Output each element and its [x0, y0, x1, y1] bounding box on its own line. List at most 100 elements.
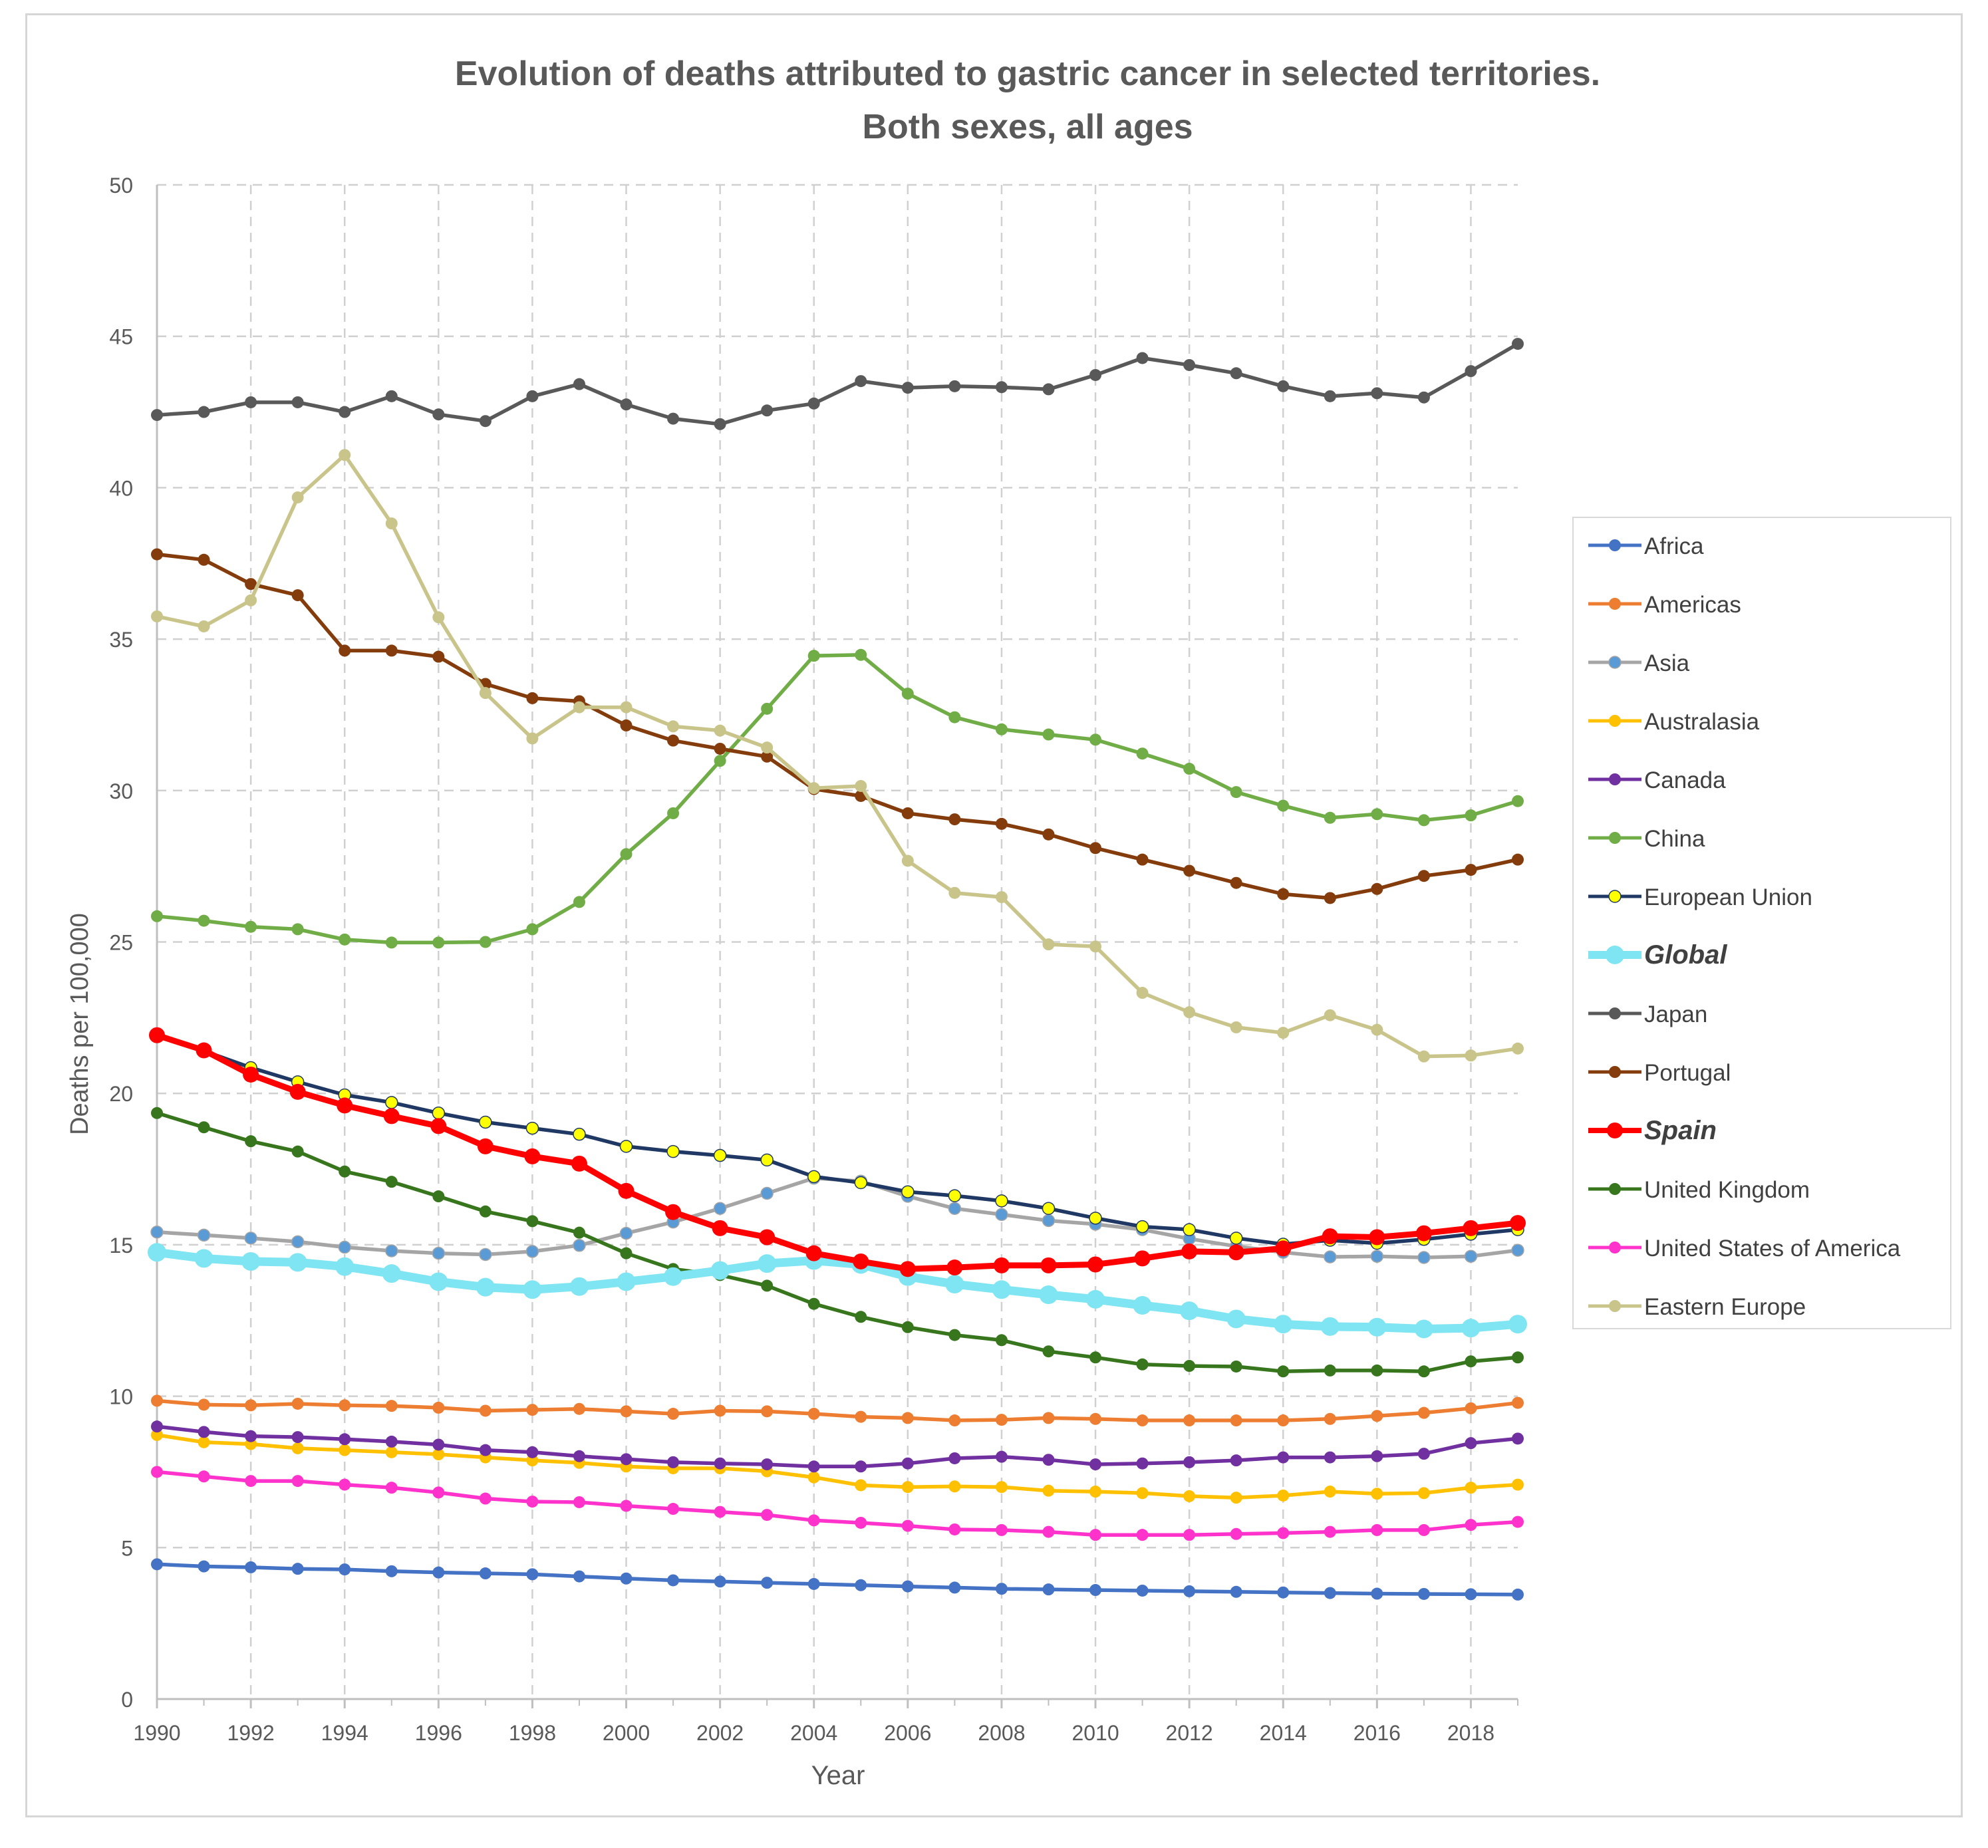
data-point-eastern-europe [1277, 1027, 1290, 1039]
data-point-canada [339, 1433, 351, 1446]
data-point-global [1320, 1317, 1340, 1336]
data-point-americas [620, 1405, 633, 1418]
data-point-united-states-of-america [385, 1482, 398, 1494]
data-point-portugal [667, 734, 680, 747]
data-point-china [526, 923, 539, 936]
data-point-united-kingdom [1183, 1360, 1196, 1373]
legend-item-china: China [1588, 826, 1705, 852]
data-point-portugal [1089, 842, 1102, 855]
data-point-european-union [619, 1140, 633, 1153]
data-point-portugal [245, 578, 257, 591]
data-point-canada [573, 1450, 585, 1462]
data-point-japan [620, 398, 633, 411]
legend-label: Global [1644, 940, 1727, 970]
data-point-australasia [1183, 1490, 1196, 1502]
data-point-spain [524, 1148, 541, 1164]
data-point-japan [151, 409, 163, 422]
y-tick-label: 20 [109, 1082, 133, 1106]
data-point-eastern-europe [1417, 1050, 1430, 1063]
data-point-global [288, 1253, 307, 1272]
data-point-americas [1417, 1406, 1430, 1419]
data-point-americas [714, 1404, 726, 1417]
legend-swatch-marker [1609, 773, 1621, 785]
data-point-eastern-europe [479, 687, 492, 700]
data-point-united-kingdom [1512, 1351, 1524, 1364]
legend-label: Spain [1644, 1116, 1717, 1145]
data-point-africa [667, 1574, 680, 1587]
data-point-japan [1277, 380, 1290, 392]
y-tick-label: 40 [109, 476, 133, 500]
legend-swatch-marker [1609, 715, 1621, 727]
legend-box [1572, 517, 1951, 1329]
y-tick-label: 5 [121, 1536, 133, 1560]
data-point-china [1230, 786, 1242, 799]
data-point-united-states-of-america [1136, 1529, 1149, 1541]
data-point-eastern-europe [151, 610, 163, 622]
data-point-eastern-europe [339, 449, 351, 462]
data-point-united-kingdom [855, 1311, 867, 1323]
data-point-australasia [901, 1481, 914, 1494]
y-axis-label: Deaths per 100,000 [66, 913, 94, 1135]
data-point-united-states-of-america [151, 1466, 163, 1478]
data-point-africa [714, 1575, 726, 1588]
data-point-spain [759, 1229, 776, 1246]
data-point-africa [1465, 1588, 1477, 1601]
data-point-spain [1181, 1243, 1198, 1259]
series-line-united-states-of-america [155, 1470, 1520, 1537]
data-point-portugal [1465, 864, 1477, 876]
series-china [151, 648, 1524, 949]
series-africa [151, 1558, 1524, 1601]
y-tick-label: 35 [109, 628, 133, 652]
data-point-united-kingdom [245, 1135, 257, 1148]
legend-label: Americas [1644, 592, 1741, 618]
data-point-australasia [198, 1436, 210, 1448]
data-point-africa [1371, 1587, 1383, 1600]
data-point-united-states-of-america [714, 1506, 726, 1518]
y-tick-label: 25 [109, 931, 133, 955]
data-point-australasia [1465, 1482, 1477, 1494]
data-point-japan [339, 406, 351, 418]
data-point-united-kingdom [1465, 1355, 1477, 1368]
data-point-canada [385, 1435, 398, 1448]
data-point-canada [1230, 1454, 1242, 1467]
data-point-united-kingdom [1136, 1358, 1149, 1371]
data-point-portugal [620, 719, 633, 731]
series-line-european-union [155, 1032, 1520, 1246]
data-point-americas [1512, 1396, 1524, 1409]
data-point-spain [1134, 1250, 1151, 1267]
data-point-portugal [1277, 888, 1290, 900]
data-point-japan [761, 404, 774, 417]
data-point-portugal [339, 644, 351, 657]
legend-label: China [1644, 826, 1705, 852]
data-point-africa [1417, 1587, 1430, 1600]
x-tick-label: 1990 [133, 1721, 180, 1745]
data-point-americas [198, 1398, 210, 1411]
data-point-united-states-of-america [1042, 1525, 1055, 1538]
data-point-united-states-of-america [1512, 1516, 1524, 1528]
legend: Africa Americas Asia Australasia Canada China… [1572, 517, 1951, 1329]
data-point-eastern-europe [667, 720, 680, 733]
data-point-eastern-europe [245, 594, 257, 606]
data-point-asia [1464, 1250, 1478, 1263]
legend-item-africa: Africa [1588, 533, 1704, 559]
data-point-canada [1371, 1450, 1383, 1462]
data-point-global [1367, 1317, 1387, 1337]
data-point-spain [1510, 1215, 1526, 1232]
data-point-united-kingdom [432, 1190, 445, 1203]
data-point-united-states-of-america [1230, 1527, 1242, 1540]
data-point-global [194, 1249, 213, 1268]
data-point-global [569, 1277, 589, 1296]
data-point-united-kingdom [1042, 1345, 1055, 1358]
data-point-australasia [432, 1448, 445, 1461]
data-point-united-states-of-america [1324, 1525, 1336, 1538]
series-japan [151, 338, 1524, 430]
legend-item-spain: Spain [1588, 1116, 1717, 1145]
data-point-european-union [995, 1194, 1008, 1208]
data-point-japan [901, 382, 914, 394]
data-point-japan [995, 381, 1008, 394]
data-point-portugal [901, 807, 914, 819]
data-point-european-union [760, 1153, 774, 1167]
data-point-spain [1463, 1220, 1479, 1236]
data-point-spain [665, 1204, 682, 1220]
